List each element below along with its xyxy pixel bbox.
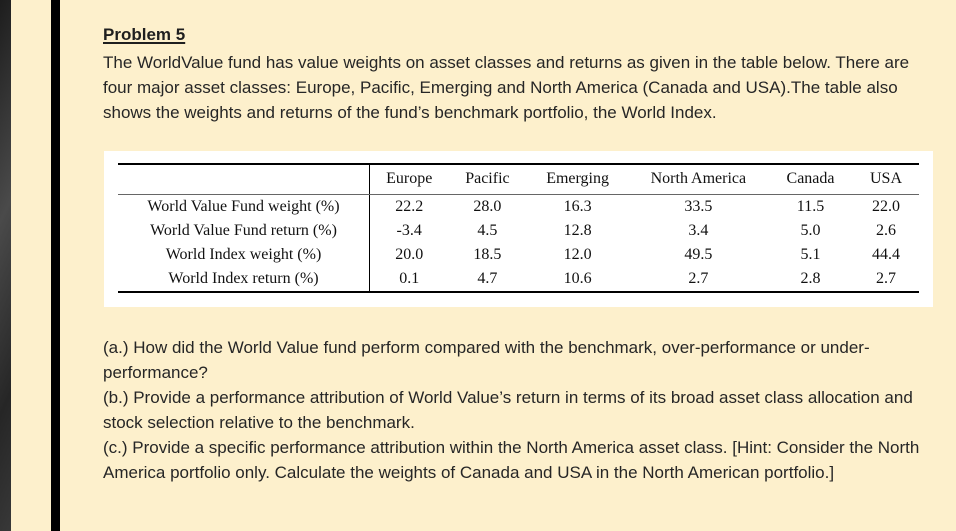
questions-block: (a.) How did the World Value fund perfor…	[103, 335, 935, 485]
cell-value: 16.3	[563, 198, 592, 215]
slide-content: Problem 5 The WorldValue fund has value …	[103, 22, 935, 485]
table-row-index-weight: World Index weight (%) 20.0 18.5 12.0 49…	[118, 243, 919, 267]
problem-title: Problem 5	[103, 25, 186, 44]
cell-value: 0.1	[399, 270, 420, 287]
table-row-index-return: World Index return (%) 0.1 4.7 10.6 2.7 …	[118, 267, 919, 292]
row-label: World Index weight (%)	[118, 243, 371, 267]
row-label: World Value Fund return (%)	[118, 219, 371, 243]
cell-value: 2.8	[800, 270, 821, 287]
table-body: World Value Fund weight (%) 22.2 28.0 16…	[118, 194, 919, 292]
cell-value: 5.0	[800, 222, 821, 239]
cell-value: 4.7	[477, 270, 498, 287]
question-c: (c.) Provide a specific performance attr…	[103, 438, 920, 482]
column-header-europe: Europe	[369, 164, 449, 195]
cell-value: 22.2	[395, 198, 424, 215]
cell-value: 18.5	[473, 246, 502, 263]
table-header-row: Europe Pacific Emerging North America Ca…	[118, 164, 919, 195]
cell-value: 10.6	[563, 270, 592, 287]
table-corner-cell	[118, 164, 371, 195]
row-label: World Value Fund weight (%)	[118, 194, 371, 219]
column-header-usa: USA	[853, 164, 919, 195]
table-row-fund-return: World Value Fund return (%) -3.4 4.5 12.…	[118, 219, 919, 243]
cell-value: 12.0	[563, 246, 592, 263]
cell-value: 28.0	[473, 198, 502, 215]
cell-value: 49.5	[684, 246, 713, 263]
cell-value: 2.7	[876, 270, 897, 287]
vertical-accent-bar	[51, 0, 60, 531]
cell-value: 2.7	[688, 270, 709, 287]
column-header-emerging: Emerging	[526, 164, 629, 195]
cell-value: 44.4	[872, 246, 901, 263]
left-gutter-stripe	[0, 0, 11, 531]
cell-value: 12.8	[563, 222, 592, 239]
cell-value: 4.5	[477, 222, 498, 239]
cell-value: -3.4	[396, 222, 422, 239]
cell-value: 20.0	[395, 246, 424, 263]
column-header-north-america: North America	[628, 164, 768, 195]
cell-value: 11.5	[796, 198, 825, 215]
question-b: (b.) Provide a performance attribution o…	[103, 388, 913, 432]
cell-value: 5.1	[800, 246, 821, 263]
cell-value: 2.6	[876, 222, 897, 239]
row-label: World Index return (%)	[118, 267, 371, 292]
table-header: Europe Pacific Emerging North America Ca…	[118, 164, 919, 195]
column-header-pacific: Pacific	[448, 164, 527, 195]
column-header-canada: Canada	[767, 164, 854, 195]
intro-paragraph: The WorldValue fund has value weights on…	[103, 53, 910, 122]
fund-data-table: Europe Pacific Emerging North America Ca…	[118, 163, 919, 293]
table-row-fund-weight: World Value Fund weight (%) 22.2 28.0 16…	[118, 194, 919, 219]
cell-value: 22.0	[872, 198, 901, 215]
question-a: (a.) How did the World Value fund perfor…	[103, 338, 870, 382]
cell-value: 33.5	[684, 198, 713, 215]
table-white-panel: Europe Pacific Emerging North America Ca…	[104, 151, 933, 307]
cell-value: 3.4	[688, 222, 709, 239]
